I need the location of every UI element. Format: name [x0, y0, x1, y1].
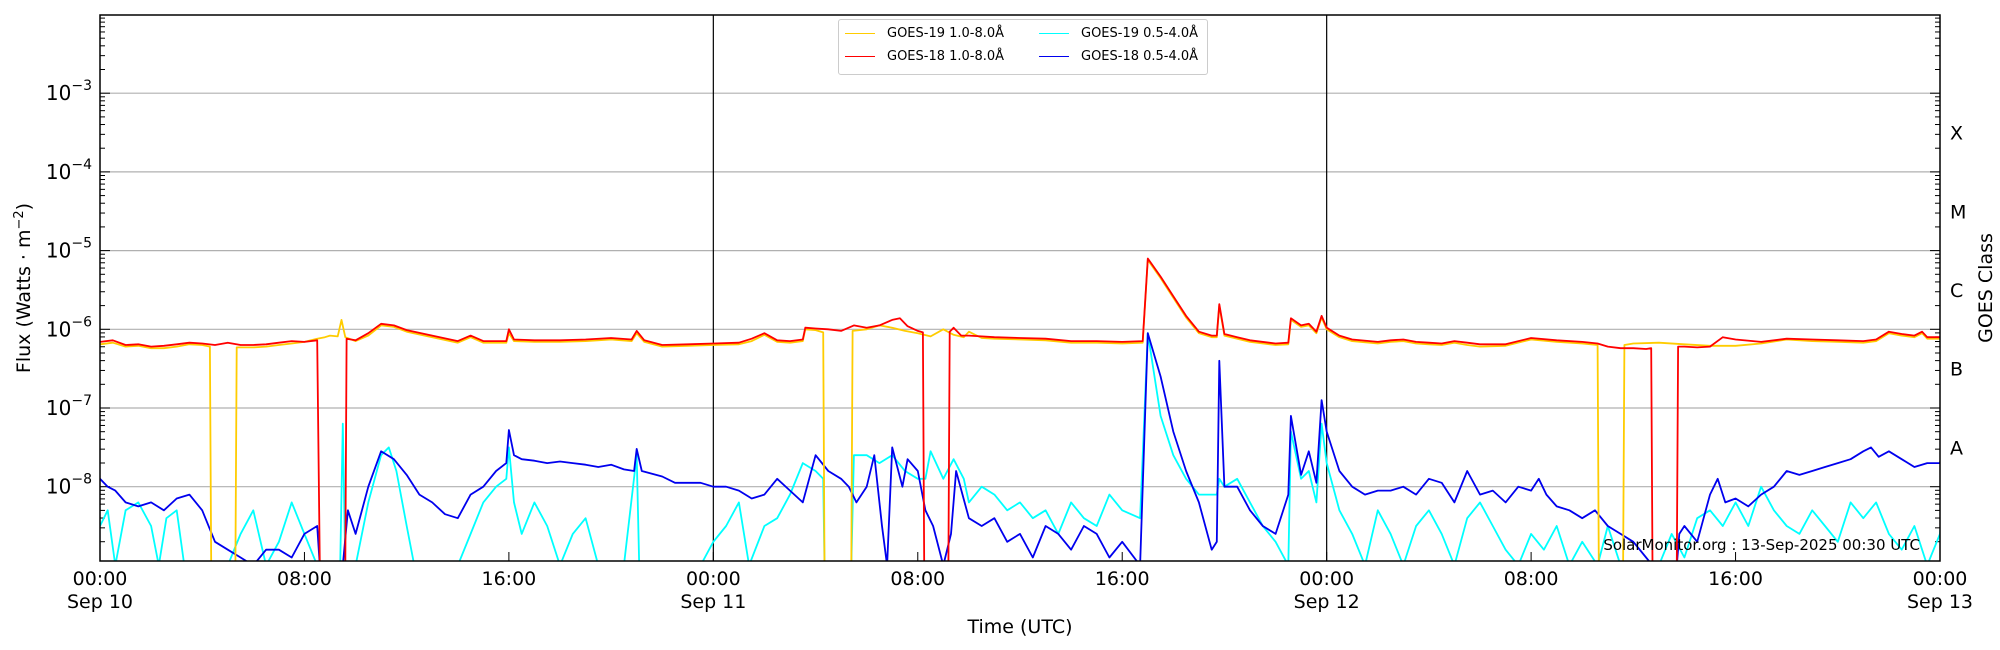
legend-swatch	[845, 33, 875, 34]
svg-text:10−7: 10−7	[46, 393, 92, 420]
svg-text:00:00: 00:00	[1299, 568, 1354, 590]
legend-label: GOES-19 1.0-8.0Å	[887, 26, 1005, 41]
svg-text:Sep 13: Sep 13	[1907, 591, 1973, 613]
svg-text:Sep 11: Sep 11	[680, 591, 746, 613]
svg-text:16:00: 16:00	[1095, 568, 1150, 590]
plot-frame	[99, 14, 1941, 562]
svg-text:00:00: 00:00	[1913, 568, 1968, 590]
svg-text:10−4: 10−4	[46, 157, 92, 184]
legend-swatch	[845, 56, 875, 57]
legend-item: GOES-19 1.0-8.0Å	[845, 26, 1004, 41]
gridlines	[100, 92, 1940, 488]
data-series	[100, 257, 1940, 561]
legend-label: GOES-18 1.0-8.0Å	[887, 49, 1005, 64]
svg-text:16:00: 16:00	[482, 568, 537, 590]
legend-item: GOES-19 0.5-4.0Å	[1039, 26, 1198, 41]
legend: GOES-19 1.0-8.0Å GOES-18 1.0-8.0Å GOES-1…	[838, 19, 1208, 75]
y-axis-ticks: 10−3 10−4 10−5 10−6 10−7 10−8	[46, 17, 1940, 543]
svg-text:10−6: 10−6	[46, 314, 92, 341]
x-axis-label: Time (UTC)	[966, 616, 1072, 638]
y-axis-right-label: GOES Class	[1975, 233, 1997, 343]
svg-text:M: M	[1950, 201, 1966, 223]
legend-label: GOES-19 0.5-4.0Å	[1081, 26, 1199, 41]
svg-text:X: X	[1950, 123, 1963, 145]
svg-text:00:00: 00:00	[686, 568, 741, 590]
goes-class-labels: X M C B A	[1950, 123, 1966, 460]
legend-swatch	[1039, 33, 1069, 34]
day-dividers	[712, 15, 1328, 561]
legend-label: GOES-18 0.5-4.0Å	[1081, 49, 1199, 64]
svg-text:C: C	[1950, 280, 1963, 302]
svg-text:10−5: 10−5	[46, 236, 92, 263]
svg-text:16:00: 16:00	[1708, 568, 1763, 590]
legend-item: GOES-18 1.0-8.0Å	[845, 49, 1004, 64]
svg-text:08:00: 08:00	[890, 568, 945, 590]
svg-text:10−8: 10−8	[46, 472, 92, 499]
svg-text:00:00: 00:00	[73, 568, 128, 590]
source-annotation: SolarMonitor.org : 13-Sep-2025 00:30 UTC	[1603, 536, 1920, 554]
svg-text:Sep 10: Sep 10	[67, 591, 133, 613]
svg-text:08:00: 08:00	[1504, 568, 1559, 590]
legend-item: GOES-18 0.5-4.0Å	[1039, 49, 1198, 64]
svg-text:B: B	[1950, 359, 1963, 381]
legend-swatch	[1039, 56, 1069, 57]
svg-text:10−3: 10−3	[46, 78, 92, 105]
y-axis-label: Flux (Watts · m−2)	[12, 203, 36, 373]
svg-text:08:00: 08:00	[277, 568, 332, 590]
svg-text:A: A	[1950, 437, 1963, 459]
svg-text:Sep 12: Sep 12	[1294, 591, 1360, 613]
